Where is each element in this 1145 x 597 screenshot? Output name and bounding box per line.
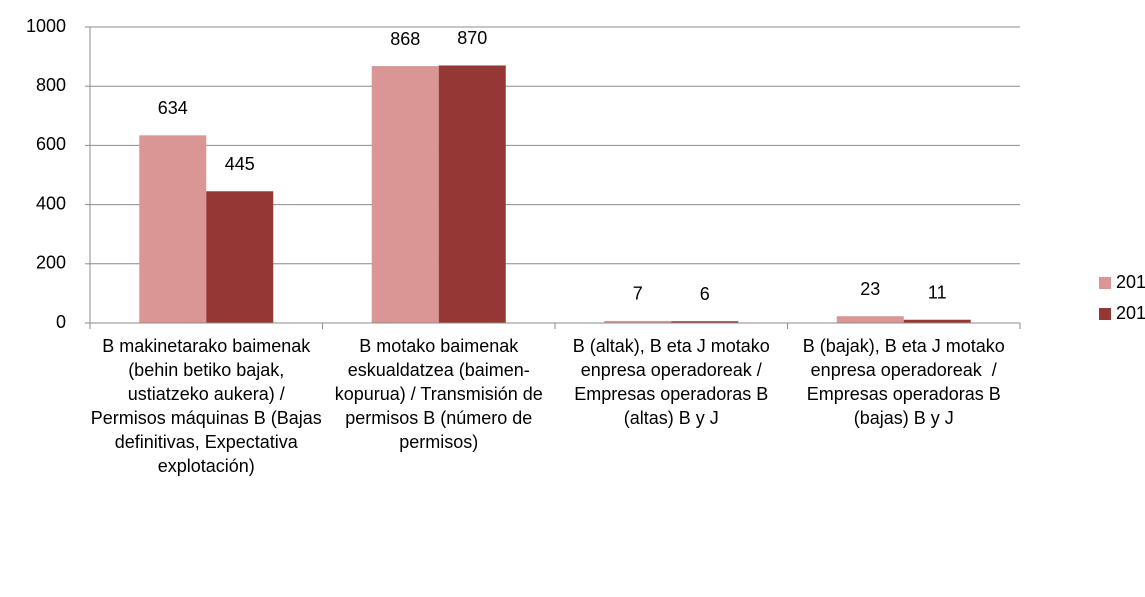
- bar: [139, 135, 207, 323]
- y-tick-label: 1000: [26, 16, 66, 36]
- bar: [371, 66, 439, 324]
- data-label: 23: [860, 279, 880, 299]
- data-label: 634: [158, 98, 188, 118]
- data-label: 7: [633, 284, 643, 304]
- y-tick-label: 0: [56, 312, 66, 332]
- y-tick-label: 400: [36, 193, 66, 213]
- data-label: 868: [390, 29, 420, 49]
- data-label: 11: [928, 282, 947, 302]
- x-tick-label: B (bajak), B eta J motako enpresa operad…: [802, 336, 1010, 428]
- y-tick-label: 200: [36, 253, 66, 273]
- x-tick-label: B motako baimenak eskualdatzea (baimen-k…: [334, 336, 548, 452]
- x-tick-label: B makinetarako baimenak (behin betiko ba…: [90, 336, 327, 476]
- legend-label: 2018: [1116, 272, 1145, 292]
- x-tick-label: B (altak), B eta J motako enpresa operad…: [572, 336, 775, 428]
- bar: [836, 316, 904, 323]
- bar: [604, 320, 672, 323]
- bar: [438, 65, 506, 323]
- legend-swatch: [1099, 277, 1111, 289]
- data-label: 870: [457, 28, 487, 48]
- y-tick-label: 600: [36, 134, 66, 154]
- legend-swatch: [1099, 308, 1111, 320]
- bar: [206, 191, 274, 323]
- y-tick-label: 800: [36, 75, 66, 95]
- legend-label: 2019: [1116, 303, 1145, 323]
- data-label: 6: [700, 284, 710, 304]
- bar: [671, 321, 739, 323]
- bar: [903, 319, 971, 323]
- data-label: 445: [225, 154, 255, 174]
